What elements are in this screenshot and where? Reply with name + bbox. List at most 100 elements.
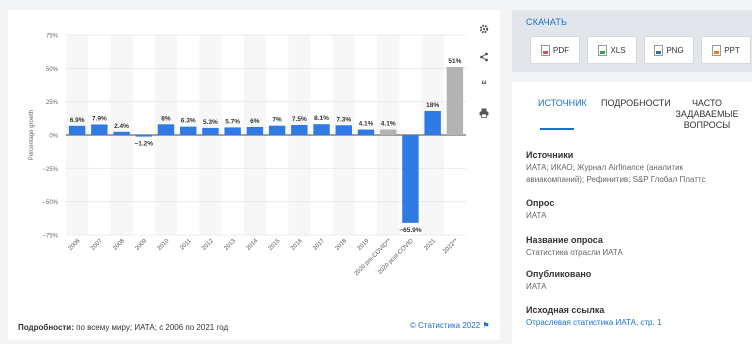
copyright-text[interactable]: © Статистика 2022 bbox=[410, 321, 481, 330]
x-tick-label: 2015 bbox=[268, 238, 282, 252]
source-link[interactable]: Отраслевая статистика ИАТА, стр. 1 bbox=[526, 318, 662, 327]
print-icon bbox=[479, 108, 489, 118]
x-tick-label: 2019 bbox=[357, 238, 371, 252]
source-link-heading: Исходная ссылка bbox=[526, 305, 605, 315]
bar-value-label: 5.3% bbox=[203, 119, 218, 126]
bar-value-label: 4.1% bbox=[359, 121, 374, 128]
bar bbox=[157, 124, 175, 135]
pdf-file-icon bbox=[541, 44, 550, 56]
source-section-link: Исходная ссылка Отраслевая статистика ИА… bbox=[526, 305, 661, 329]
source-section-sources: Источники ИАТА; ИКАО; Журнал Airfinance … bbox=[526, 150, 741, 186]
bar bbox=[68, 125, 86, 135]
bar bbox=[357, 129, 375, 135]
bar bbox=[313, 124, 330, 135]
bar-value-label: 6.3% bbox=[181, 118, 196, 125]
published-text: ИАТА bbox=[526, 282, 547, 291]
x-tick-label: 2010 bbox=[157, 238, 171, 252]
survey-heading: Опрос bbox=[526, 198, 555, 208]
source-tabs: ИСТОЧНИК ПОДРОБНОСТИ ЧАСТО ЗАДАВАЕМЫЕ ВО… bbox=[512, 96, 752, 140]
x-tick-label: 2016 bbox=[290, 238, 304, 252]
x-tick-label: 2021 bbox=[423, 238, 437, 252]
chart-toolbar: “ bbox=[473, 18, 495, 130]
details-text: по всему миру; ИАТА; с 2006 по 2021 год bbox=[76, 323, 229, 332]
y-tick-label: 0% bbox=[49, 134, 58, 140]
active-tab-indicator bbox=[540, 128, 574, 130]
bar bbox=[380, 129, 397, 135]
bar bbox=[291, 125, 308, 135]
x-tick-label: 2008 bbox=[112, 238, 126, 252]
copyright-link[interactable]: © Статистика 2022 ⚑ bbox=[410, 321, 490, 330]
x-tick-label: 2014 bbox=[246, 238, 260, 252]
download-png-button[interactable]: PNG bbox=[644, 36, 694, 64]
x-tick-label: 2007 bbox=[90, 238, 104, 252]
y-tick-label: −50% bbox=[42, 200, 58, 206]
bar bbox=[135, 135, 152, 137]
bar bbox=[113, 131, 130, 135]
settings-button[interactable] bbox=[473, 18, 495, 40]
bar bbox=[202, 127, 219, 135]
print-button[interactable] bbox=[473, 102, 495, 124]
download-pdf-button[interactable]: PDF bbox=[530, 36, 580, 64]
share-button[interactable] bbox=[473, 46, 495, 68]
bar-value-label: 6.9% bbox=[70, 117, 85, 124]
ppt-file-icon bbox=[712, 44, 722, 56]
tab-source[interactable]: ИСТОЧНИК bbox=[538, 98, 587, 108]
x-tick-label: 2017 bbox=[312, 238, 326, 252]
download-ppt-label: PPT bbox=[724, 45, 740, 55]
cite-button[interactable]: “ bbox=[473, 74, 495, 96]
bar-value-label: 6% bbox=[250, 118, 260, 125]
bar bbox=[246, 127, 264, 135]
y-tick-label: −75% bbox=[42, 234, 58, 240]
bar-value-label: 2.4% bbox=[114, 123, 129, 130]
y-tick-label: −25% bbox=[42, 167, 58, 173]
bar-value-label: 18% bbox=[426, 102, 439, 109]
xls-file-icon bbox=[598, 44, 608, 56]
source-text: ИАТА; ИКАО; Журнал Airfinance (аналитик … bbox=[526, 163, 706, 184]
bar bbox=[91, 124, 108, 135]
x-tick-label: 2012 bbox=[201, 238, 215, 252]
bar bbox=[402, 135, 419, 223]
survey-text: ИАТА bbox=[526, 211, 547, 220]
bar-chart: 75% 50% 25% 0% −25% −50% −75% Percentage growth… bbox=[29, 34, 466, 277]
source-section-published: Опубликовано ИАТА bbox=[526, 269, 591, 293]
x-tick-label: 2011 bbox=[179, 238, 193, 252]
bar-value-label: −1.2% bbox=[134, 141, 153, 148]
x-tick-label: 2006 bbox=[68, 238, 82, 252]
tab-faq[interactable]: ЧАСТО ЗАДАВАЕМЫЕ ВОПРОСЫ bbox=[675, 98, 739, 130]
survey-name-text: Статистика отрасли ИАТА bbox=[526, 248, 623, 257]
bar bbox=[180, 126, 197, 135]
bar bbox=[335, 125, 352, 135]
details-label: Подробности: bbox=[18, 323, 74, 332]
flag-icon: ⚑ bbox=[482, 321, 490, 330]
download-xls-button[interactable]: XLS bbox=[587, 36, 637, 64]
bar-value-label: −65.9% bbox=[399, 227, 421, 234]
download-pdf-label: PDF bbox=[553, 45, 569, 55]
bar-value-label: 7.3% bbox=[336, 116, 351, 123]
bar-value-label: 7.9% bbox=[92, 115, 107, 122]
x-tick-label: 2022** bbox=[442, 238, 459, 255]
chart-card: 75% 50% 25% 0% −25% −50% −75% Percentage growth… bbox=[8, 10, 500, 340]
download-xls-label: XLS bbox=[610, 45, 626, 55]
download-panel: СКАЧАТЬ PDF XLS PNG PPT bbox=[512, 10, 752, 72]
bar-value-label: 8% bbox=[161, 115, 171, 122]
bar-value-label: 4.1% bbox=[381, 121, 396, 128]
published-heading: Опубликовано bbox=[526, 269, 592, 279]
bar-value-label: 8.1% bbox=[314, 115, 329, 122]
bar-value-label: 51% bbox=[448, 58, 461, 65]
download-ppt-button[interactable]: PPT bbox=[701, 36, 751, 64]
source-section-survey-name: Название опроса Статистика отрасли ИАТА bbox=[526, 235, 623, 259]
x-tick-label: 2013 bbox=[223, 238, 237, 252]
bar-value-label: 7.5% bbox=[292, 116, 307, 123]
gear-icon bbox=[479, 24, 489, 34]
source-panel: ИСТОЧНИК ПОДРОБНОСТИ ЧАСТО ЗАДАВАЕМЫЕ ВО… bbox=[512, 82, 752, 344]
png-file-icon bbox=[654, 44, 664, 56]
bar bbox=[424, 111, 441, 135]
y-tick-label: 25% bbox=[46, 100, 59, 106]
source-section-survey: Опрос ИАТА bbox=[526, 198, 554, 222]
bar-value-label: 5.7% bbox=[225, 118, 240, 125]
bar-value-label: 7% bbox=[272, 117, 282, 124]
x-tick-label: 2009 bbox=[135, 238, 149, 252]
share-icon bbox=[480, 52, 488, 62]
download-buttons: PDF XLS PNG PPT bbox=[530, 36, 751, 64]
tab-details[interactable]: ПОДРОБНОСТИ bbox=[601, 98, 671, 108]
